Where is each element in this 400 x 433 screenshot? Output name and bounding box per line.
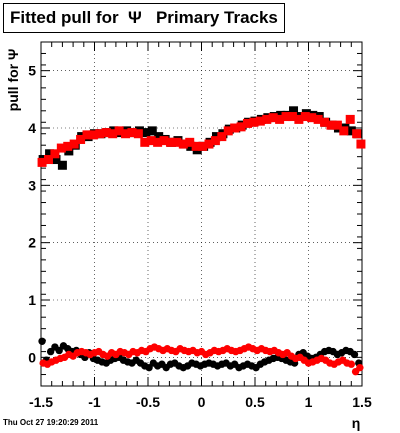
x-tick-label: 1 (305, 394, 313, 410)
data-point (287, 112, 297, 122)
data-point (350, 350, 359, 359)
data-point (352, 129, 362, 139)
y-tick-label: 2 (28, 235, 36, 251)
data-point (127, 128, 137, 138)
x-axis-title: η (352, 415, 361, 431)
data-point (339, 126, 349, 136)
timestamp: Thu Oct 27 19:20:29 2011 (3, 418, 99, 427)
data-point (64, 146, 74, 156)
data-point (56, 143, 66, 153)
data-point (236, 122, 246, 132)
data-point (101, 128, 111, 138)
data-point (51, 155, 61, 165)
y-tick-labels: 0 1 2 3 4 5 (28, 63, 36, 366)
data-point (307, 113, 317, 123)
data-point (204, 139, 214, 149)
data-point (262, 114, 272, 124)
series-1 (37, 112, 366, 167)
data-point (275, 114, 285, 124)
data-point (223, 126, 233, 136)
chart-title: Fitted pull for Ψ Primary Tracks (3, 3, 285, 33)
data-point (178, 139, 188, 149)
data-point (69, 139, 79, 149)
data-point (76, 134, 86, 144)
data-point (37, 157, 47, 167)
data-point (88, 130, 98, 140)
data-point (50, 149, 60, 159)
data-point (172, 137, 182, 147)
data-point (255, 116, 265, 126)
data-point (146, 136, 156, 146)
grid (40, 42, 363, 386)
data-point (217, 132, 227, 142)
data-point (294, 114, 304, 124)
data-point (281, 112, 291, 122)
data-point (159, 136, 169, 146)
data-point (356, 139, 366, 149)
x-tick-label: 0.5 (245, 394, 265, 410)
data-point (326, 120, 336, 130)
data-point (249, 117, 259, 127)
data-point (45, 149, 55, 159)
data-point (153, 137, 163, 147)
data-point (185, 137, 195, 147)
data-point (147, 126, 157, 136)
data-point (230, 123, 240, 133)
x-tick-label: 1.5 (352, 394, 372, 410)
y-tick-label: 3 (28, 177, 36, 193)
data-point (108, 129, 118, 139)
data-point (43, 155, 53, 165)
data-point (332, 120, 342, 130)
data-point (243, 118, 253, 128)
data-point (268, 113, 278, 123)
data-point (289, 106, 299, 116)
x-tick-label: 0 (198, 394, 206, 410)
data-point (141, 128, 151, 138)
data-point (191, 141, 201, 151)
series-3 (39, 343, 364, 376)
data-point (313, 114, 323, 124)
data-point (38, 337, 46, 345)
data-point (95, 129, 105, 139)
data-point (133, 129, 143, 139)
y-tick-label: 4 (28, 120, 36, 136)
data-point (320, 117, 330, 127)
data-point (140, 137, 150, 147)
data-point (356, 363, 364, 372)
data-point (82, 130, 92, 140)
data-point (300, 112, 310, 122)
data-point (346, 126, 356, 136)
data-point (154, 132, 164, 142)
x-tick-label: -1.5 (29, 394, 53, 410)
data-point (165, 137, 175, 147)
y-axis-title: pull for Ψ (5, 49, 21, 112)
data-point (198, 141, 208, 151)
data-point (347, 360, 355, 368)
x-tick-labels: -1.5 -1 -0.5 0 0.5 1 1.5 (29, 394, 372, 410)
data-point (114, 126, 124, 136)
data-point (345, 114, 355, 124)
x-tick-label: -0.5 (136, 394, 160, 410)
x-tick-label: -1 (88, 394, 101, 410)
y-tick-label: 0 (28, 349, 36, 365)
data-point (210, 136, 220, 146)
series-2 (38, 337, 363, 372)
data-points (37, 106, 366, 376)
y-tick-label: 5 (28, 63, 36, 79)
y-tick-label: 1 (28, 292, 36, 308)
data-point (121, 129, 131, 139)
data-point (63, 141, 73, 151)
data-point (57, 160, 67, 170)
